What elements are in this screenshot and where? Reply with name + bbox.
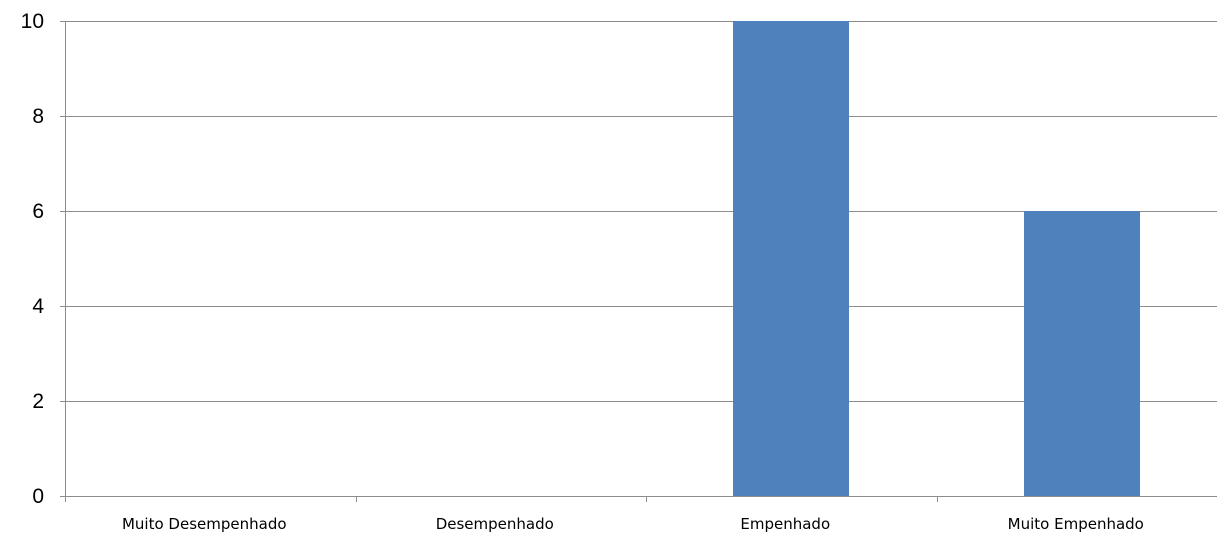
y-tick-label: 4 [32, 295, 44, 318]
x-tick-label: Muito Empenhado [1008, 515, 1144, 533]
y-tick-label: 0 [32, 485, 44, 508]
axes [60, 21, 1217, 502]
y-tick-label: 8 [32, 105, 44, 128]
bars [733, 21, 1140, 496]
y-tick-labels: 0 2 4 6 8 10 [21, 10, 45, 508]
x-tick-labels: Muito Desempenhado Desempenhado Empenhado M… [122, 515, 1144, 533]
x-tick-label: Empenhado [740, 515, 830, 533]
x-tick-label: Desempenhado [436, 515, 554, 533]
y-tick-label: 10 [21, 10, 44, 33]
bar-empenhado [733, 21, 849, 496]
bar-muito-empenhado [1024, 211, 1140, 496]
y-tick-label: 6 [32, 200, 44, 223]
y-tick-label: 2 [32, 390, 44, 413]
x-tick-label: Muito Desempenhado [122, 515, 287, 533]
